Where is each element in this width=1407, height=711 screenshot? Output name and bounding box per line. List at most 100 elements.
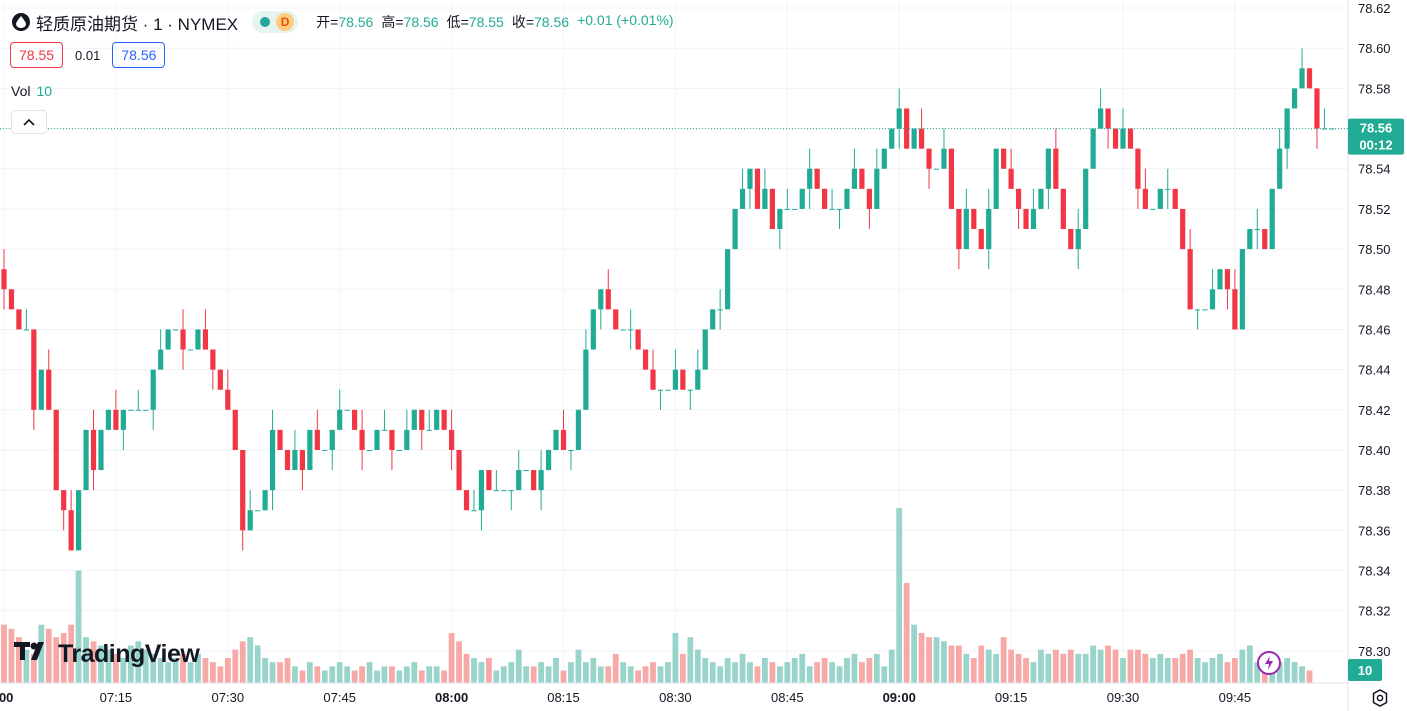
candle xyxy=(1284,108,1290,169)
candle-body xyxy=(1090,128,1096,169)
candle-body xyxy=(16,309,22,330)
price-tick-label: 78.60 xyxy=(1358,41,1391,56)
candle-body xyxy=(449,429,455,450)
price-tick-label: 78.36 xyxy=(1358,523,1391,538)
candle xyxy=(1306,68,1313,89)
candle-body xyxy=(1321,128,1328,130)
volume-bar xyxy=(433,666,440,683)
candle xyxy=(523,470,529,472)
candle-body xyxy=(516,470,522,491)
volume-bar xyxy=(1008,649,1014,683)
candle xyxy=(202,309,209,350)
candle xyxy=(225,369,231,410)
volume-bar xyxy=(515,649,522,683)
candle xyxy=(38,369,44,410)
candle-body xyxy=(1262,229,1268,250)
symbol-title[interactable]: 轻质原油期货 · 1 · NYMEX xyxy=(36,14,239,34)
candle-body xyxy=(613,309,619,330)
price-axis: 78.62 78.60 78.58 78.56 78.54 78.52 78.50 78.48… xyxy=(1347,0,1391,711)
candle-body xyxy=(1202,309,1208,311)
candle xyxy=(329,429,335,471)
volume-bar xyxy=(545,666,552,683)
volume-bar xyxy=(955,645,962,683)
candle xyxy=(269,409,276,511)
time-tick-label: 08:00 xyxy=(435,690,468,705)
candle-body xyxy=(792,208,798,210)
candle-body xyxy=(113,409,119,430)
candle-body xyxy=(986,208,992,250)
volume-bar xyxy=(776,666,783,683)
volume-bar xyxy=(478,662,485,683)
buy-button[interactable]: 78.56 xyxy=(112,42,166,68)
candle xyxy=(1180,208,1186,250)
candle xyxy=(486,470,492,491)
candle-body xyxy=(61,490,67,511)
sell-button[interactable]: 78.55 xyxy=(10,42,64,68)
collapse-legend-button[interactable] xyxy=(11,110,47,134)
candle-body xyxy=(314,429,320,450)
volume-bar xyxy=(1067,649,1074,683)
volume-bar xyxy=(508,662,515,683)
volume-bar xyxy=(978,645,985,683)
symbol-legend[interactable]: 轻质原油期货 · 1 · NYMEX D 开=78.56 高=78.56 低=7… xyxy=(12,10,674,34)
gear-icon[interactable] xyxy=(1370,688,1390,708)
candle xyxy=(1068,229,1074,250)
candle xyxy=(1,249,7,310)
candle xyxy=(337,389,343,430)
candle xyxy=(1224,269,1231,310)
candle-body xyxy=(277,429,283,450)
candle-body xyxy=(642,349,649,370)
candle-body xyxy=(90,429,97,471)
lightning-icon[interactable] xyxy=(1257,651,1281,675)
candle xyxy=(120,409,126,450)
candle-body xyxy=(956,208,962,250)
time-tick-label: 07:30 xyxy=(212,690,245,705)
bar-countdown: 00:12 xyxy=(1359,138,1392,153)
volume-bar xyxy=(1075,653,1082,683)
market-status-badge[interactable]: D xyxy=(252,11,299,33)
volume-bar xyxy=(918,633,925,683)
time-axis: :00 07:15 07:30 07:45 08:00 08:15 08:30 08:45 09… xyxy=(0,682,1348,705)
volume-bar xyxy=(232,649,239,683)
volume-bar xyxy=(963,653,970,683)
candle-body xyxy=(508,490,514,492)
tradingview-logo[interactable]: TradingView xyxy=(14,640,200,669)
candle-body xyxy=(366,449,373,451)
candle-body xyxy=(769,188,775,230)
volume-bar xyxy=(284,658,291,683)
candle xyxy=(1187,229,1193,310)
candle-body xyxy=(583,349,589,410)
candle-body xyxy=(739,188,746,209)
candle-body xyxy=(978,229,984,250)
candle xyxy=(784,188,790,210)
candle-body xyxy=(620,329,626,331)
candle-body xyxy=(1232,289,1238,330)
candle xyxy=(1172,188,1178,209)
volume-bar xyxy=(351,670,358,683)
candle-body xyxy=(762,188,768,209)
candle xyxy=(851,148,858,189)
volume-bar xyxy=(1254,662,1261,683)
volume-bar xyxy=(970,658,977,683)
candle-body xyxy=(1105,108,1111,129)
ohlc-high: 高=78.56 xyxy=(381,14,439,30)
time-tick-label: 08:30 xyxy=(659,690,692,705)
candle-body xyxy=(672,369,678,390)
candle xyxy=(866,188,872,230)
candle-body xyxy=(456,449,462,491)
candle xyxy=(1321,108,1328,130)
volume-bar xyxy=(60,633,67,683)
volume-bar xyxy=(292,666,298,683)
price-tick-label: 78.62 xyxy=(1358,1,1391,16)
candle-body xyxy=(1209,289,1216,310)
candle xyxy=(381,409,388,431)
candle xyxy=(747,168,753,209)
candle xyxy=(613,309,619,330)
candle-body xyxy=(836,208,843,210)
candle-body xyxy=(784,208,790,210)
candle xyxy=(1135,148,1141,209)
candle-body xyxy=(128,409,134,411)
candle xyxy=(478,470,485,531)
volume-legend[interactable]: Vol 10 xyxy=(11,83,52,99)
